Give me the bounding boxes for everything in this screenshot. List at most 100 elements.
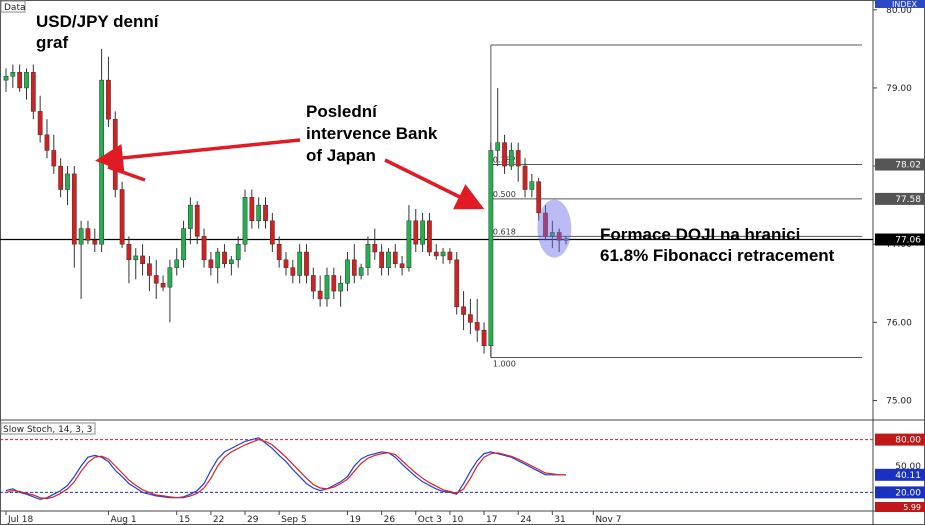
candle-body: [269, 220, 275, 245]
x-tick-label: 10: [452, 515, 464, 525]
index-label: INDEX: [892, 0, 918, 9]
price-label: 77.06: [895, 236, 921, 246]
stoch-level-label: 80.00: [895, 436, 921, 446]
candle-body: [249, 197, 255, 222]
candle: [461, 291, 466, 331]
fib-level-label: 0.618: [493, 227, 516, 236]
candle: [3, 68, 9, 92]
candle: [447, 248, 453, 264]
stoch-level-box: [875, 486, 925, 499]
arrow-to-intervention-1b: [107, 165, 146, 182]
candle: [269, 212, 275, 253]
candle: [85, 220, 91, 245]
candle-body: [508, 150, 514, 167]
candle-body: [276, 243, 282, 261]
doji-text-line2: 61.8% Fibonacci retracement: [600, 246, 835, 265]
candle-body: [44, 134, 50, 151]
candle: [508, 142, 514, 170]
candle: [488, 142, 494, 358]
intervention-text-line2: intervence Bank: [306, 124, 438, 143]
candle-body: [174, 259, 180, 268]
candle-body: [3, 75, 9, 81]
candle-body: [468, 314, 473, 323]
x-tick-label: 24: [520, 515, 532, 525]
candle: [495, 87, 501, 167]
candle: [331, 267, 337, 299]
candle-body: [119, 189, 125, 245]
candle: [174, 248, 180, 276]
candle: [276, 236, 282, 268]
price-label-box: [875, 233, 925, 246]
candle: [536, 177, 542, 221]
stoch-current-label: 40.11: [895, 471, 921, 481]
candle: [365, 236, 371, 276]
candle: [563, 236, 569, 245]
candle-body: [515, 150, 521, 167]
candle-body: [147, 263, 152, 276]
candle: [30, 64, 36, 120]
candle-body: [133, 255, 139, 261]
candle-body: [310, 275, 316, 292]
candle-body: [495, 142, 501, 151]
candle-body: [228, 259, 234, 264]
candle: [529, 173, 535, 198]
candle: [140, 244, 145, 276]
candle: [222, 244, 227, 268]
candle-body: [242, 197, 248, 245]
candle: [133, 248, 139, 280]
intervention-text-line1: Poslední: [306, 102, 378, 121]
candle-body: [17, 72, 23, 89]
price-tick-label: 76.00: [886, 318, 912, 328]
candle-body: [10, 72, 16, 77]
candle-body: [556, 232, 562, 241]
indicator-label-box: [0, 422, 96, 435]
candle: [549, 220, 555, 249]
candle: [37, 95, 43, 143]
candle-body: [37, 111, 43, 136]
candle: [71, 166, 77, 268]
x-tick-label: Jul 18: [7, 515, 33, 525]
candle-body: [365, 243, 371, 268]
candle-body: [112, 118, 118, 190]
candle: [304, 244, 309, 284]
candle-body: [58, 165, 64, 190]
candle-body: [433, 251, 439, 257]
candle-body: [549, 232, 555, 237]
x-tick-label: 19: [349, 515, 361, 525]
candle: [515, 142, 521, 182]
candle-body: [427, 220, 432, 253]
x-tick-label: Sep 5: [281, 515, 307, 525]
candle-body: [85, 228, 91, 241]
candle-body: [413, 220, 419, 245]
candle: [427, 212, 432, 256]
candle: [153, 259, 159, 299]
candle: [147, 255, 152, 292]
candle-body: [215, 251, 221, 268]
price-tick-label: 79.00: [886, 84, 912, 94]
candle: [242, 189, 248, 253]
candle-body: [283, 259, 289, 268]
x-tick-label: Nov 7: [595, 515, 621, 525]
candle: [58, 158, 64, 198]
arrow-to-intervention-2: [384, 158, 485, 210]
candle: [99, 48, 104, 253]
candle: [392, 244, 398, 268]
candle: [420, 212, 425, 253]
candle: [310, 267, 316, 299]
candle-body: [297, 251, 303, 276]
candle-body: [563, 238, 569, 241]
price-label-box: [875, 192, 925, 205]
candle: [263, 197, 268, 229]
candle: [235, 236, 241, 268]
candle: [399, 255, 405, 276]
candle: [317, 275, 323, 307]
candle: [290, 259, 296, 284]
candle: [379, 244, 384, 276]
index-label-box: [875, 0, 925, 8]
candle-body: [481, 329, 487, 347]
candle: [78, 220, 84, 299]
x-tick-label: Oct 3: [418, 515, 442, 525]
candle-body: [338, 283, 344, 292]
